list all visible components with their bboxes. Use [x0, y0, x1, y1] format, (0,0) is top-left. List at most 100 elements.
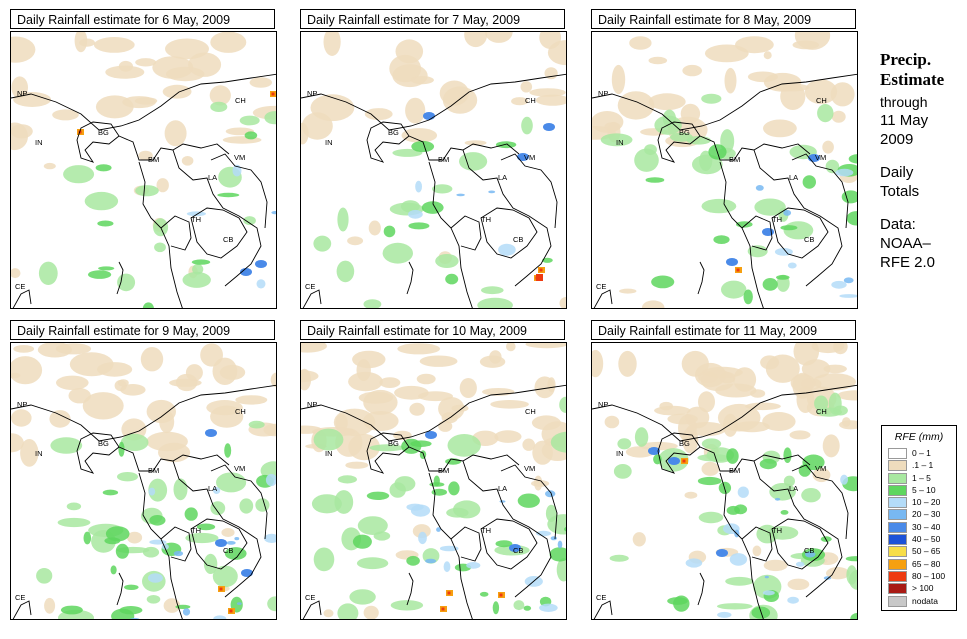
rain-patch-heavy — [835, 168, 854, 177]
rain-patch-trace — [405, 97, 426, 124]
rain-patch-very-heavy — [550, 536, 557, 541]
rain-patch-moderate — [848, 154, 857, 164]
rain-patch-light — [754, 198, 786, 216]
rain-patch-trace — [412, 524, 431, 539]
legend-label: 0 – 1 — [912, 448, 931, 458]
rain-patch-trace — [629, 36, 652, 50]
rain-patch-light — [182, 271, 211, 288]
rain-patch-trace — [347, 236, 364, 246]
rain-patch-trace — [604, 415, 620, 429]
rain-patch-light — [513, 600, 525, 611]
rain-patch-light — [432, 184, 453, 194]
rain-patch-trace — [812, 373, 856, 391]
rain-patch-trace — [389, 54, 422, 83]
rain-patch-trace — [44, 597, 56, 614]
rain-patch-heavy — [729, 553, 748, 566]
rain-patch-light — [154, 242, 166, 253]
rain-patch-trace — [438, 420, 453, 432]
rain-patch-trace — [811, 343, 845, 354]
country-label: IN — [325, 138, 333, 147]
legend-swatch — [888, 583, 907, 595]
rain-patch-trace — [43, 162, 56, 170]
country-border — [791, 153, 849, 229]
rain-patch-light — [120, 433, 149, 451]
rain-patch-light — [210, 501, 226, 516]
rain-patch-trace — [520, 81, 533, 93]
rain-patch-trace — [301, 122, 309, 145]
rain-patch-moderate — [495, 540, 513, 548]
map-svg: NP CH IN BG BM VM LA TH CB CE — [11, 32, 276, 308]
panel-11-may: Daily Rainfall estimate for 11 May, 2009… — [591, 320, 858, 620]
rain-patch-heavy — [795, 561, 805, 567]
rain-patch-moderate — [549, 547, 566, 562]
rain-patch-trace — [760, 355, 780, 370]
country-border — [593, 600, 613, 619]
rain-patch-trace — [826, 567, 850, 580]
country-border — [116, 572, 124, 606]
country-border — [771, 207, 829, 259]
rain-patch-moderate — [651, 275, 675, 289]
rain-patch-light — [701, 93, 722, 104]
map-svg: NP CH IN BG BM VM LA TH CB CE — [11, 343, 276, 619]
rain-patch-moderate — [542, 257, 553, 263]
country-border — [116, 261, 124, 295]
panel-title: Daily Rainfall estimate for 8 May, 2009 — [591, 9, 856, 29]
rain-patch-light — [57, 517, 91, 528]
country-label: BM — [729, 466, 740, 475]
panel-6-may: Daily Rainfall estimate for 6 May, 2009 … — [10, 9, 277, 309]
rain-patch-moderate — [421, 201, 444, 214]
rain-patch-moderate — [846, 211, 857, 226]
legend-swatch — [888, 497, 907, 509]
legend-swatch — [888, 558, 907, 570]
rain-patch-trace — [11, 76, 28, 99]
rain-patch-light — [634, 148, 659, 172]
legend-swatch — [888, 484, 907, 496]
country-border — [160, 215, 192, 251]
rain-patch-moderate — [448, 481, 460, 496]
rain-patch-light — [239, 498, 254, 514]
rain-patch-light — [267, 596, 276, 612]
rain-patch-light — [447, 434, 481, 457]
rain-patch-light — [210, 101, 228, 112]
country-label: CB — [804, 546, 814, 555]
rain-patch-light — [477, 297, 513, 308]
map-svg: NP CH IN BG BM VM LA TH CB CE — [301, 343, 566, 619]
country-label: IN — [35, 449, 43, 458]
rain-patch-trace — [181, 156, 194, 166]
rain-patch-moderate — [492, 601, 500, 615]
rain-cell-intense — [517, 153, 529, 161]
country-border — [771, 518, 829, 570]
country-label: BM — [729, 155, 740, 164]
rain-patch-moderate — [60, 605, 83, 615]
rain-patch-light — [547, 514, 566, 535]
country-label: CB — [513, 546, 523, 555]
rain-patch-trace — [210, 32, 247, 53]
rain-patch-light — [828, 392, 842, 415]
rain-patch-light — [146, 595, 161, 604]
rain-patch-trace — [842, 417, 851, 427]
rain-patch-light — [313, 428, 344, 451]
country-border — [753, 149, 843, 287]
rain-patch-heavy — [787, 596, 799, 604]
rain-patch-trace — [792, 372, 813, 399]
rain-patch-trace — [822, 140, 834, 154]
rain-patch-light — [203, 553, 218, 574]
rain-patch-light — [313, 235, 332, 252]
rain-patch-trace — [11, 124, 33, 139]
rain-patch-trace — [348, 371, 383, 392]
rain-patch-light — [825, 159, 840, 174]
rain-cell-extreme — [536, 274, 543, 281]
rain-patch-trace — [641, 300, 665, 308]
legend-item: > 100 — [882, 582, 956, 595]
rain-patch-light — [817, 104, 834, 123]
rain-patch-trace — [363, 605, 379, 619]
rain-patch-trace — [152, 56, 194, 79]
rain-patch-light — [117, 273, 136, 292]
panel-title: Daily Rainfall estimate for 10 May, 2009 — [300, 320, 565, 340]
rain-patch-heavy — [406, 503, 424, 511]
legend-label: 5 – 10 — [912, 484, 936, 495]
rain-cell-extreme-core — [447, 591, 451, 595]
rain-patch-trace — [830, 82, 855, 107]
rain-patch-trace — [235, 395, 268, 405]
rain-patch-light — [142, 546, 160, 558]
